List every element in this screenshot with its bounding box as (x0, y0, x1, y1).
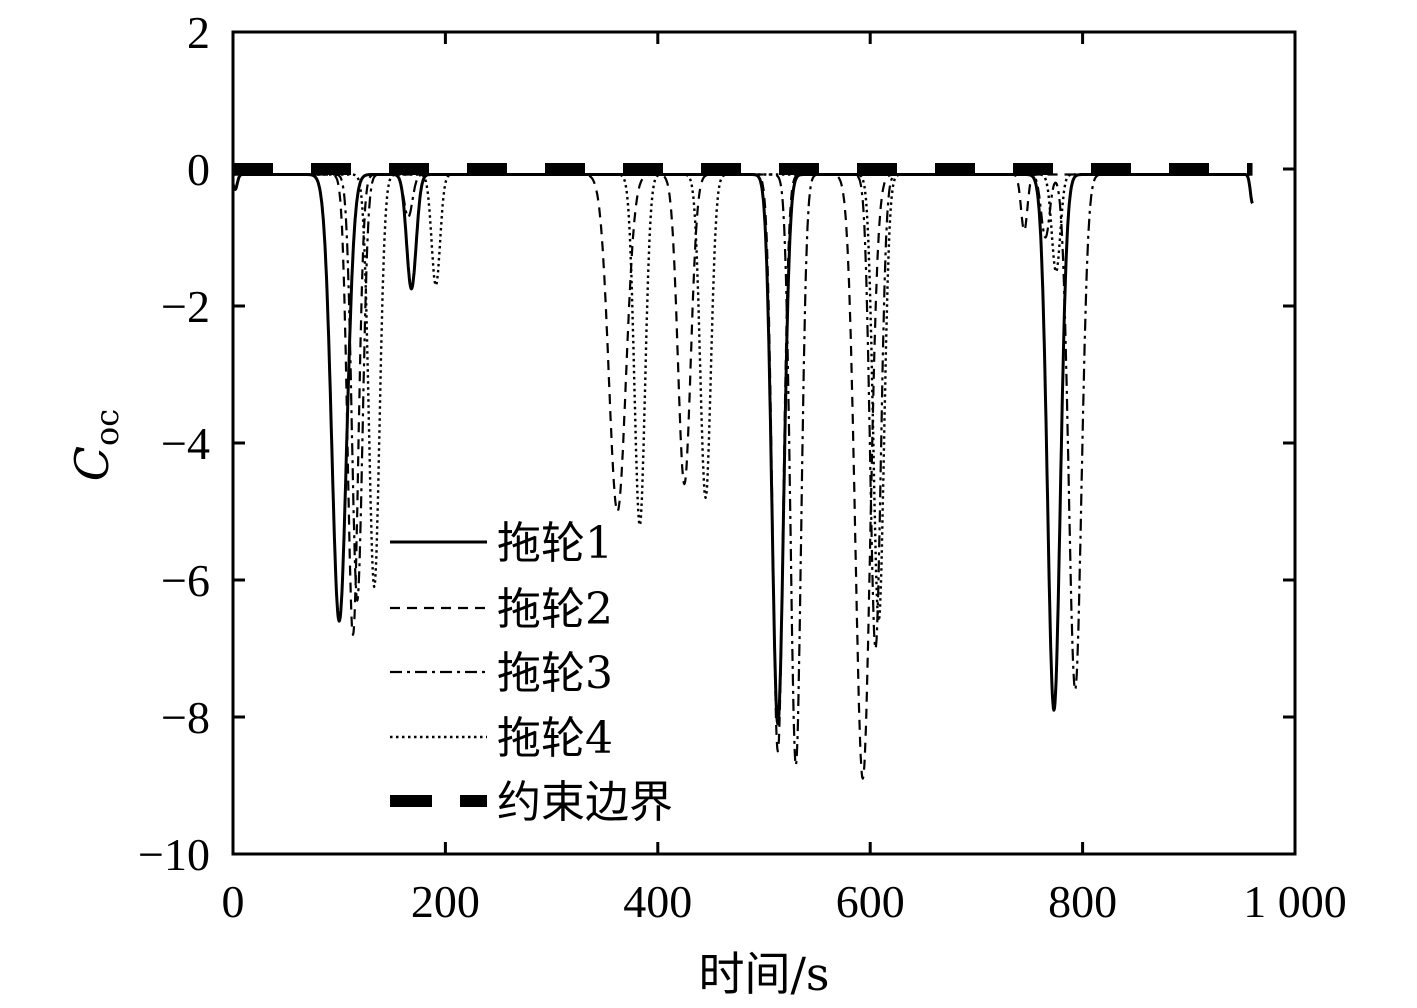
y-tick-label: −2 (161, 281, 210, 332)
x-tick-label: 600 (836, 876, 905, 927)
series-3-point (874, 647, 877, 650)
series-2-point (1023, 229, 1026, 232)
y-tick-label: 0 (187, 144, 210, 195)
x-tick-label: 0 (222, 876, 245, 927)
x-tick-label: 400 (623, 876, 692, 927)
legend-label-2: 拖轮2 (497, 584, 613, 635)
legend-label-1: 拖轮1 (497, 518, 613, 569)
plot-frame (231, 30, 1297, 856)
y-tick-label: −8 (161, 692, 210, 743)
y-tick-label: −6 (161, 555, 210, 606)
y-tick-label: −10 (138, 829, 210, 880)
legend-label-4: 拖轮4 (497, 713, 613, 764)
x-tick-label: 200 (411, 876, 480, 927)
y-axis-title-main: C (65, 446, 119, 481)
series-2-line (232, 173, 1254, 780)
legend: 拖轮1 拖轮2 拖轮3 拖轮4 约束边界 (390, 518, 673, 828)
x-tick-label: 800 (1048, 876, 1117, 927)
x-axis-title: 时间/s (698, 947, 829, 1001)
series-4-point (434, 284, 437, 287)
tick-group: 0 200 400 600 800 1 000 2 0 −2 −4 −6 −8 −10 (138, 7, 1347, 927)
series-group (231, 163, 1254, 780)
legend-label-5: 约束边界 (497, 777, 673, 828)
legend-label-3: 拖轮3 (497, 648, 613, 699)
y-tick-label: −4 (161, 418, 210, 469)
x-tick-label: 1 000 (1243, 876, 1347, 927)
series-3-line (232, 173, 1254, 767)
series-4-point (638, 524, 641, 527)
series-4-line (232, 173, 1254, 623)
y-tick-label: 2 (187, 7, 210, 58)
y-axis-title: Coc (65, 409, 126, 481)
series-1-line (231, 173, 1254, 726)
y-axis-title-subscript: oc (88, 409, 126, 446)
